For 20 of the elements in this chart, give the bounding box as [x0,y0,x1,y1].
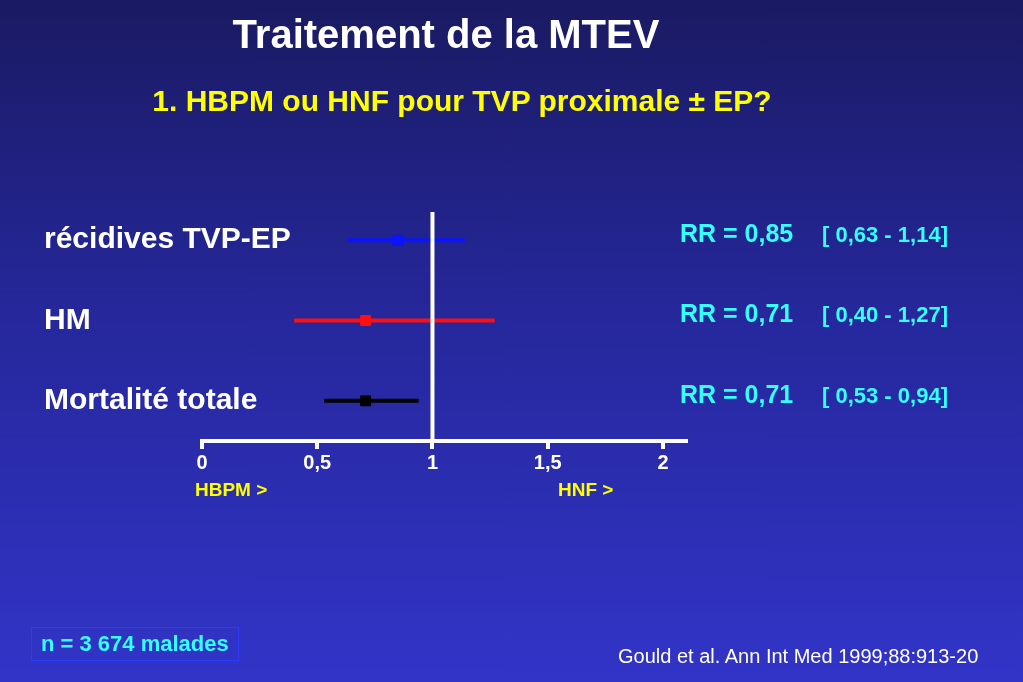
y-tick-label: Mortalité totale [44,382,258,416]
data-label: RR = 0,71 [680,299,794,328]
text: n = 3 674 malades [31,627,239,662]
y-tick-label: HM [44,301,91,335]
text: HBPM > [195,479,268,501]
data-label: RR = 0,71 [680,379,794,408]
text: [ 0,40 - 1,27] [822,302,948,328]
chart-subtitle: 1. HBPM ou HNF pour TVP proximale ± EP? [152,84,772,117]
x-tick-label: 2 [657,450,669,473]
x-tick-label: 1,5 [533,450,562,473]
y-tick-label: récidives TVP-EP [44,221,291,255]
x-tick-label: 1 [426,450,439,473]
x-tick-label: 0 [196,450,208,473]
text: [ 0,63 - 1,14] [822,222,948,248]
text: [ 0,53 - 0,94] [822,383,948,409]
x-tick-label: 0,5 [303,450,332,473]
data-label: RR = 0,85 [680,219,794,248]
text: HNF > [558,479,614,501]
text: Gould et al. Ann Int Med 1999;88:913-20 [618,645,979,667]
chart-title: Traitement de la MTEV [232,12,660,56]
